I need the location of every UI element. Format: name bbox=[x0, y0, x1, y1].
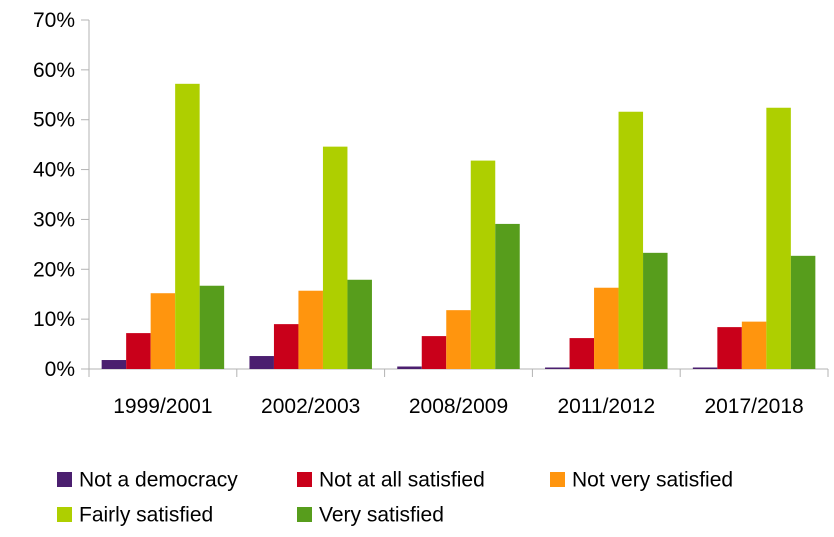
bar bbox=[101, 360, 127, 369]
bar bbox=[741, 321, 767, 369]
bar bbox=[643, 252, 668, 369]
legend-swatch bbox=[57, 507, 72, 522]
legend-swatch bbox=[297, 472, 312, 487]
legend-label: Very satisfied bbox=[319, 504, 444, 527]
legend-label: Fairly satisfied bbox=[79, 504, 213, 527]
y-tick-label: 20% bbox=[33, 258, 75, 281]
legend-label: Not a democracy bbox=[79, 469, 238, 492]
bar bbox=[421, 336, 447, 369]
bar bbox=[175, 83, 200, 370]
bar bbox=[470, 160, 496, 369]
bar bbox=[495, 223, 520, 369]
bar bbox=[347, 279, 372, 369]
legend-label: Not very satisfied bbox=[572, 469, 733, 492]
legend-swatch bbox=[297, 507, 312, 522]
y-tick-label: 30% bbox=[33, 208, 75, 231]
bar bbox=[446, 310, 471, 369]
y-tick-label: 10% bbox=[33, 308, 75, 331]
bar bbox=[545, 367, 570, 369]
bar bbox=[322, 146, 348, 369]
bar bbox=[126, 333, 151, 369]
x-tick-label: 2011/2012 bbox=[557, 395, 655, 418]
y-tick-label: 60% bbox=[33, 59, 75, 82]
y-tick-label: 0% bbox=[45, 358, 75, 381]
bar bbox=[790, 255, 816, 369]
legend-swatch bbox=[550, 472, 565, 487]
legend-swatch bbox=[57, 472, 72, 487]
bar bbox=[298, 290, 323, 369]
legend-label: Not at all satisfied bbox=[319, 469, 485, 492]
x-axis: 1999/2001 2002/2003 2008/2009 2011/2012 2017… bbox=[88, 368, 829, 418]
y-tick-label: 70% bbox=[33, 9, 75, 32]
bar bbox=[569, 338, 595, 369]
bar bbox=[717, 327, 742, 369]
y-axis: 0% 10% 20% 30% 40% 50% 60% 70% bbox=[33, 9, 90, 381]
x-tick-label: 2008/2009 bbox=[409, 395, 508, 418]
legend: Not a democracy Not at all satisfied Not v… bbox=[57, 469, 733, 527]
bar bbox=[692, 367, 718, 369]
bar bbox=[618, 111, 644, 369]
bars bbox=[101, 83, 816, 370]
x-tick-label: 2017/2018 bbox=[704, 395, 803, 418]
y-tick-label: 40% bbox=[33, 159, 75, 182]
y-tick-label: 50% bbox=[33, 109, 75, 132]
bar bbox=[199, 285, 225, 369]
bar bbox=[766, 107, 791, 370]
bar bbox=[273, 324, 299, 369]
x-tick-label: 2002/2003 bbox=[261, 395, 360, 418]
bar bbox=[594, 287, 619, 369]
bar bbox=[249, 356, 274, 369]
bar bbox=[397, 366, 422, 369]
bar bbox=[150, 293, 176, 369]
x-tick-label: 1999/2001 bbox=[113, 395, 212, 418]
